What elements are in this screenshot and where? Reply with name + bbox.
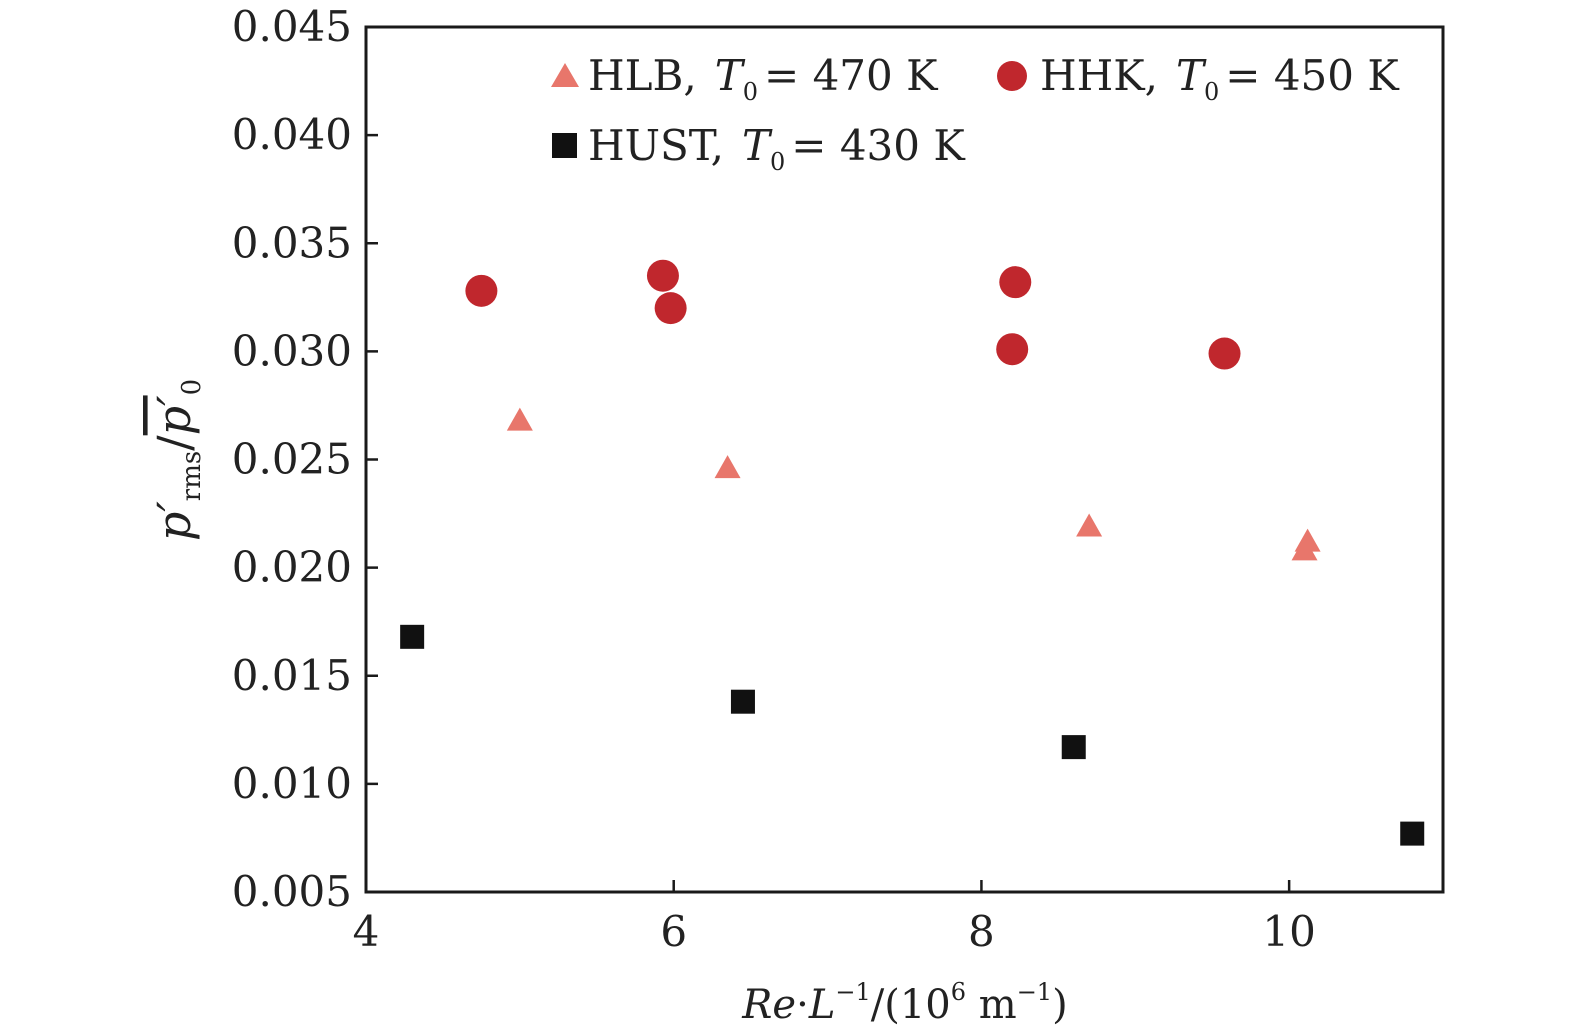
y-label-rms: rms xyxy=(177,451,207,501)
point-hlb xyxy=(506,407,533,431)
x-label-dot: · xyxy=(796,982,809,1028)
data-points xyxy=(400,259,1425,846)
legend-label-hust: HUST, T0 = 430 K xyxy=(588,121,966,176)
y-tick-label: 0.005 xyxy=(232,867,352,916)
y-label-p: p′ xyxy=(147,501,201,541)
x-tick-label: 10 xyxy=(1262,907,1315,956)
legend-hust-t: T xyxy=(742,121,773,170)
point-hhk xyxy=(999,266,1032,299)
x-tick-label: 6 xyxy=(660,907,687,956)
x-tick-label: 4 xyxy=(353,907,380,956)
point-hhk xyxy=(646,259,679,292)
point-hlb xyxy=(714,455,741,479)
x-label-exp: −1 xyxy=(835,978,870,1006)
legend-marker-hlb xyxy=(551,63,579,87)
y-tick-label: 0.045 xyxy=(232,2,352,51)
point-hlb xyxy=(1076,513,1103,537)
legend-marker-hust xyxy=(552,133,577,158)
point-hhk xyxy=(996,333,1029,366)
y-tick-label: 0.020 xyxy=(232,543,352,592)
y-axis-label: p′rms/p′0 xyxy=(147,379,207,541)
legend-hlb-name: HLB, xyxy=(588,51,697,100)
legend: HLB, T0 = 470 K HHK, T0 = 450 K HUST, T0 = 430… xyxy=(551,51,1400,176)
y-axis: 0.005 0.010 0.015 0.020 0.025 0.030 0.035 0.040… xyxy=(232,2,378,916)
legend-hhk-value: = 450 K xyxy=(1225,51,1400,100)
legend-label-hlb: HLB, T0 = 470 K xyxy=(588,51,939,106)
x-label-unit-mid: m xyxy=(966,982,1017,1028)
x-label-unit-exp2: −1 xyxy=(1017,978,1052,1006)
x-label-l: L xyxy=(808,982,836,1028)
point-hust xyxy=(400,624,425,649)
x-label-re: Re xyxy=(741,982,796,1028)
legend-hhk-t-sub: 0 xyxy=(1204,78,1219,106)
point-hhk xyxy=(654,292,687,325)
y-tick-label: 0.035 xyxy=(232,218,352,267)
plot-area xyxy=(364,25,1445,894)
legend-hust-value: = 430 K xyxy=(791,121,966,170)
point-hhk xyxy=(1208,337,1241,370)
x-tick-label: 8 xyxy=(968,907,995,956)
legend-hlb-t: T xyxy=(715,51,746,100)
y-tick-label: 0.030 xyxy=(232,326,352,375)
legend-hhk-t: T xyxy=(1176,51,1207,100)
y-label-zero: 0 xyxy=(177,379,207,396)
y-tick-label: 0.025 xyxy=(232,435,352,484)
legend-marker-hhk xyxy=(997,61,1027,91)
legend-hlb-t-sub: 0 xyxy=(743,78,758,106)
legend-hust-name: HUST, xyxy=(588,121,724,170)
point-hust xyxy=(1400,821,1425,846)
legend-hhk-name: HHK, xyxy=(1040,51,1158,100)
legend-hlb-value: = 470 K xyxy=(764,51,939,100)
x-axis: 4 6 8 10 xyxy=(353,880,1316,956)
point-hust xyxy=(1061,735,1086,760)
y-label-slash: / xyxy=(147,435,201,451)
x-label-unit-exp: 6 xyxy=(951,978,966,1006)
point-hlb xyxy=(1294,528,1321,552)
point-hust xyxy=(730,689,755,714)
y-label-p0: p′ xyxy=(147,395,201,435)
x-label-unit-open: /(10 xyxy=(871,982,951,1028)
legend-hust-t-sub: 0 xyxy=(770,148,785,176)
point-hhk xyxy=(465,274,498,307)
x-label-unit-close: ) xyxy=(1052,982,1068,1028)
legend-label-hhk: HHK, T0 = 450 K xyxy=(1040,51,1400,106)
y-tick-label: 0.010 xyxy=(232,759,352,808)
y-tick-label: 0.040 xyxy=(232,110,352,159)
y-tick-label: 0.015 xyxy=(232,651,352,700)
x-axis-label: Re·L−1/(106 m−1) xyxy=(741,978,1067,1028)
